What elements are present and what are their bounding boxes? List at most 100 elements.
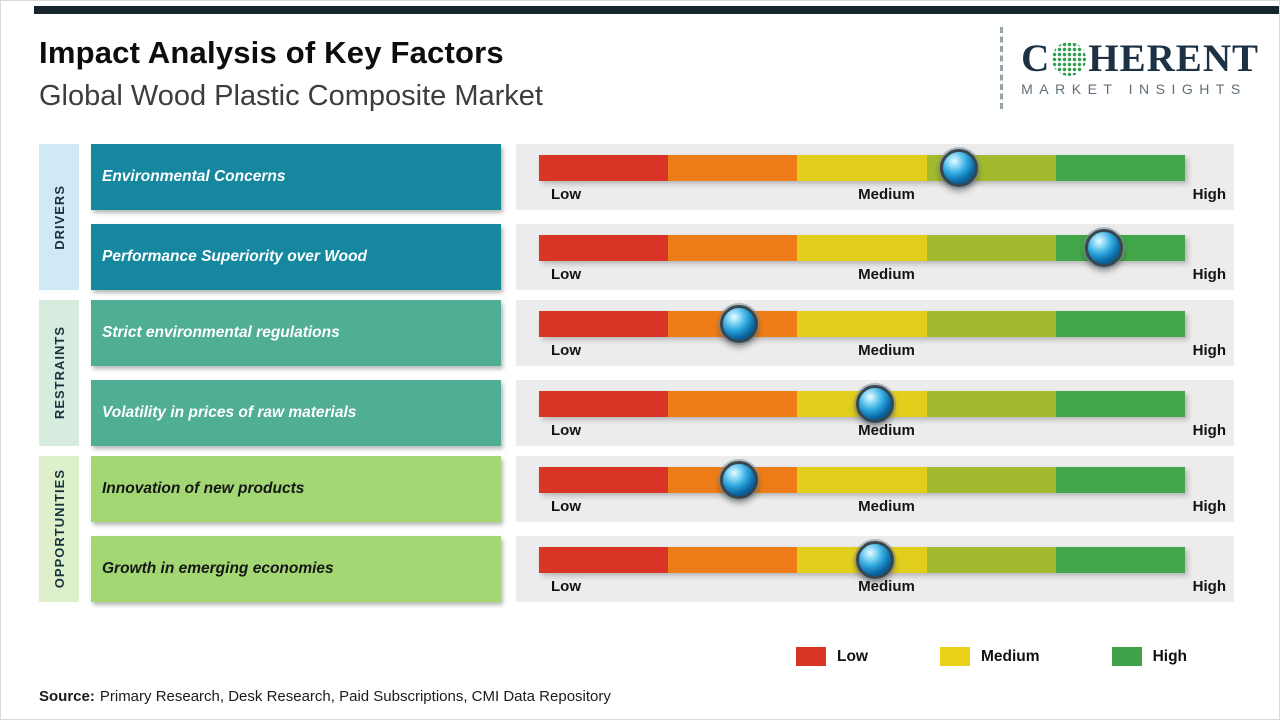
category-strip-restraints: RESTRAINTS	[39, 300, 79, 446]
impact-marker	[855, 385, 894, 423]
legend-item-high: High	[1111, 647, 1187, 666]
factor-row: Strict environmental regulations Low	[91, 300, 1234, 366]
bar-segment-yellow	[797, 155, 927, 181]
bar-segment-red	[539, 467, 669, 493]
source-note: Source: Primary Research, Desk Research, …	[39, 688, 611, 705]
category-strip-drivers: DRIVERS	[39, 144, 79, 290]
category-block-drivers: DRIVERS Environmental Concerns	[39, 144, 1234, 290]
impact-bar	[539, 541, 1186, 579]
impact-bar-panel: Low Medium High	[516, 380, 1234, 446]
scale-label-medium: Medium	[858, 266, 915, 283]
bar-segment-orange	[668, 235, 798, 261]
page-title: Impact Analysis of Key Factors	[39, 35, 504, 70]
bar-segment-red	[539, 235, 669, 261]
impact-marker	[939, 149, 978, 187]
scale-label-high: High	[1192, 578, 1226, 595]
scale-label-medium: Medium	[858, 578, 915, 595]
legend-label: Low	[837, 647, 868, 665]
bar-segment-red	[539, 155, 669, 181]
factor-label: Innovation of new products	[91, 456, 501, 522]
bar-segment-green	[1055, 547, 1186, 573]
brand-logo: C HERENT MARKET INSIGHTS	[1000, 27, 1259, 109]
logo-letter-c: C	[1021, 37, 1051, 80]
scale-label-high: High	[1192, 186, 1226, 203]
factor-label: Strict environmental regulations	[91, 300, 501, 366]
scale-label-low: Low	[551, 498, 581, 515]
bar-segment-green	[1055, 311, 1186, 337]
impact-bar	[539, 149, 1186, 187]
scale-label-high: High	[1192, 498, 1226, 515]
category-strip-opportunities: OPPORTUNITIES	[39, 456, 79, 602]
scale-labels: Low Medium High	[539, 578, 1234, 598]
bar-segment-green	[1055, 155, 1186, 181]
factor-row: Performance Superiority over Wood Low	[91, 224, 1234, 290]
scale-label-medium: Medium	[858, 342, 915, 359]
bar-segment-yellow	[797, 311, 927, 337]
bar-segment-yellowgreen	[926, 311, 1056, 337]
bar-segment-green	[1055, 391, 1186, 417]
legend-swatch-high	[1111, 647, 1142, 666]
impact-bar-panel: Low Medium High	[516, 144, 1234, 210]
scale-label-medium: Medium	[858, 422, 915, 439]
scale-label-low: Low	[551, 578, 581, 595]
bar-segment-orange	[668, 155, 798, 181]
logo-text-block: C HERENT MARKET INSIGHTS	[1021, 39, 1259, 97]
source-label: Source:	[39, 688, 95, 705]
legend-item-medium: Medium	[940, 647, 1040, 666]
impact-bar	[539, 461, 1186, 499]
bar-segment-yellowgreen	[926, 467, 1056, 493]
logo-divider	[1000, 27, 1004, 109]
impact-bar-panel: Low Medium High	[516, 300, 1234, 366]
logo-letters-rest: HERENT	[1088, 37, 1259, 80]
scale-labels: Low Medium High	[539, 342, 1234, 362]
scale-label-low: Low	[551, 186, 581, 203]
factor-row: Environmental Concerns Low Mediu	[91, 144, 1234, 210]
legend-swatch-medium	[940, 647, 970, 666]
scale-label-low: Low	[551, 422, 581, 439]
header: Impact Analysis of Key Factors Global Wo…	[39, 35, 543, 113]
category-label: RESTRAINTS	[51, 326, 67, 420]
impact-marker	[720, 305, 759, 343]
legend-label: Medium	[981, 647, 1040, 665]
bar-segment-yellowgreen	[926, 391, 1056, 417]
impact-bar	[539, 305, 1186, 343]
scale-label-high: High	[1192, 422, 1226, 439]
chart-body: DRIVERS Environmental Concerns	[39, 144, 1234, 612]
scale-labels: Low Medium High	[539, 498, 1234, 518]
logo-wordmark: C HERENT	[1021, 39, 1259, 78]
category-label: OPPORTUNITIES	[51, 469, 67, 589]
impact-bar-panel: Low Medium High	[516, 536, 1234, 602]
page-subtitle: Global Wood Plastic Composite Market	[39, 80, 543, 112]
impact-bar-panel: Low Medium High	[516, 456, 1234, 522]
scale-labels: Low Medium High	[539, 422, 1234, 442]
factor-label: Environmental Concerns	[91, 144, 501, 210]
legend-swatch-low	[796, 647, 826, 666]
impact-bar-panel: Low Medium High	[516, 224, 1234, 290]
factor-row: Volatility in prices of raw materials Lo…	[91, 380, 1234, 446]
bar-segment-orange	[668, 391, 798, 417]
source-text: Primary Research, Desk Research, Paid Su…	[99, 688, 611, 705]
scale-label-low: Low	[551, 342, 581, 359]
legend-item-low: Low	[796, 647, 868, 666]
bar-segment-green	[1055, 467, 1186, 493]
top-accent-bar	[34, 6, 1279, 14]
bar-segment-red	[539, 311, 669, 337]
scale-label-low: Low	[551, 266, 581, 283]
bar-segment-orange	[668, 547, 798, 573]
bar-segment-yellowgreen	[926, 235, 1056, 261]
factor-label: Performance Superiority over Wood	[91, 224, 501, 290]
legend: Low Medium High	[796, 647, 1187, 666]
factor-row: Growth in emerging economies Low	[91, 536, 1234, 602]
impact-marker	[1085, 229, 1124, 267]
factor-row: Innovation of new products Low M	[91, 456, 1234, 522]
scale-labels: Low Medium High	[539, 266, 1234, 286]
category-block-restraints: RESTRAINTS Strict environmental regulati…	[39, 300, 1234, 446]
impact-bar	[539, 385, 1186, 423]
scale-label-high: High	[1192, 342, 1226, 359]
factor-label: Volatility in prices of raw materials	[91, 380, 501, 446]
bar-segment-yellow	[797, 235, 927, 261]
bar-segment-yellowgreen	[926, 547, 1056, 573]
impact-marker	[720, 461, 759, 499]
bar-segment-yellow	[797, 467, 927, 493]
